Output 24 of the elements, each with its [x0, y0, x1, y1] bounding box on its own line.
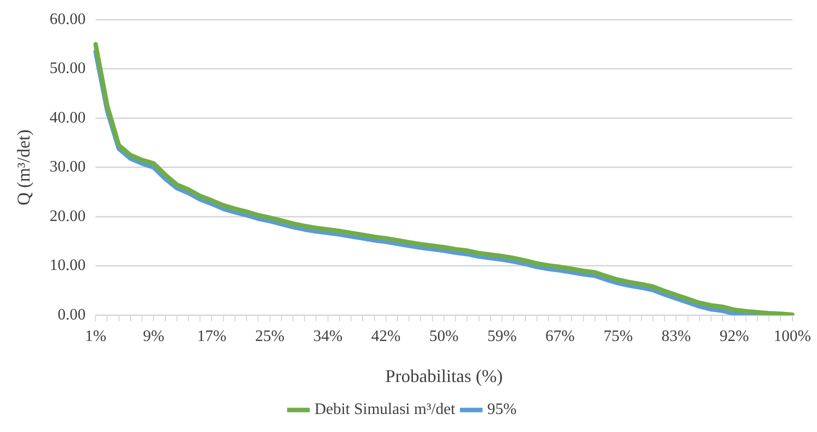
x-tick-label: 67% [545, 328, 575, 346]
y-axis-title: Q (m³/det) [14, 129, 34, 206]
x-tick-label: 34% [313, 328, 343, 346]
x-tick-label: 17% [197, 328, 226, 346]
x-tick-label: 25% [255, 328, 284, 346]
y-tick-label: 60.00 [50, 10, 86, 28]
x-tick-label: 83% [662, 328, 691, 346]
x-tick-label: 59% [487, 328, 517, 346]
x-tick-label: 75% [603, 328, 633, 346]
y-tick-label: 40.00 [50, 109, 86, 126]
x-tick-label: 42% [371, 328, 401, 346]
y-tick-label: 20.00 [50, 208, 86, 225]
y-tick-label: 0.00 [58, 306, 86, 324]
x-tick-label: 1% [84, 328, 106, 346]
legend-label: Debit Simulasi m³/det [314, 401, 456, 418]
x-tick-label: 100% [774, 328, 811, 346]
x-tick-label: 50% [429, 328, 459, 346]
legend-label: 95% [487, 401, 517, 418]
x-tick-label: 9% [142, 328, 164, 346]
y-tick-label: 30.00 [50, 158, 86, 176]
y-tick-label: 10.00 [50, 257, 86, 274]
y-tick-label: 50.00 [50, 60, 86, 78]
x-axis-title: Probabilitas (%) [385, 366, 503, 386]
x-tick-label: 92% [720, 328, 749, 346]
